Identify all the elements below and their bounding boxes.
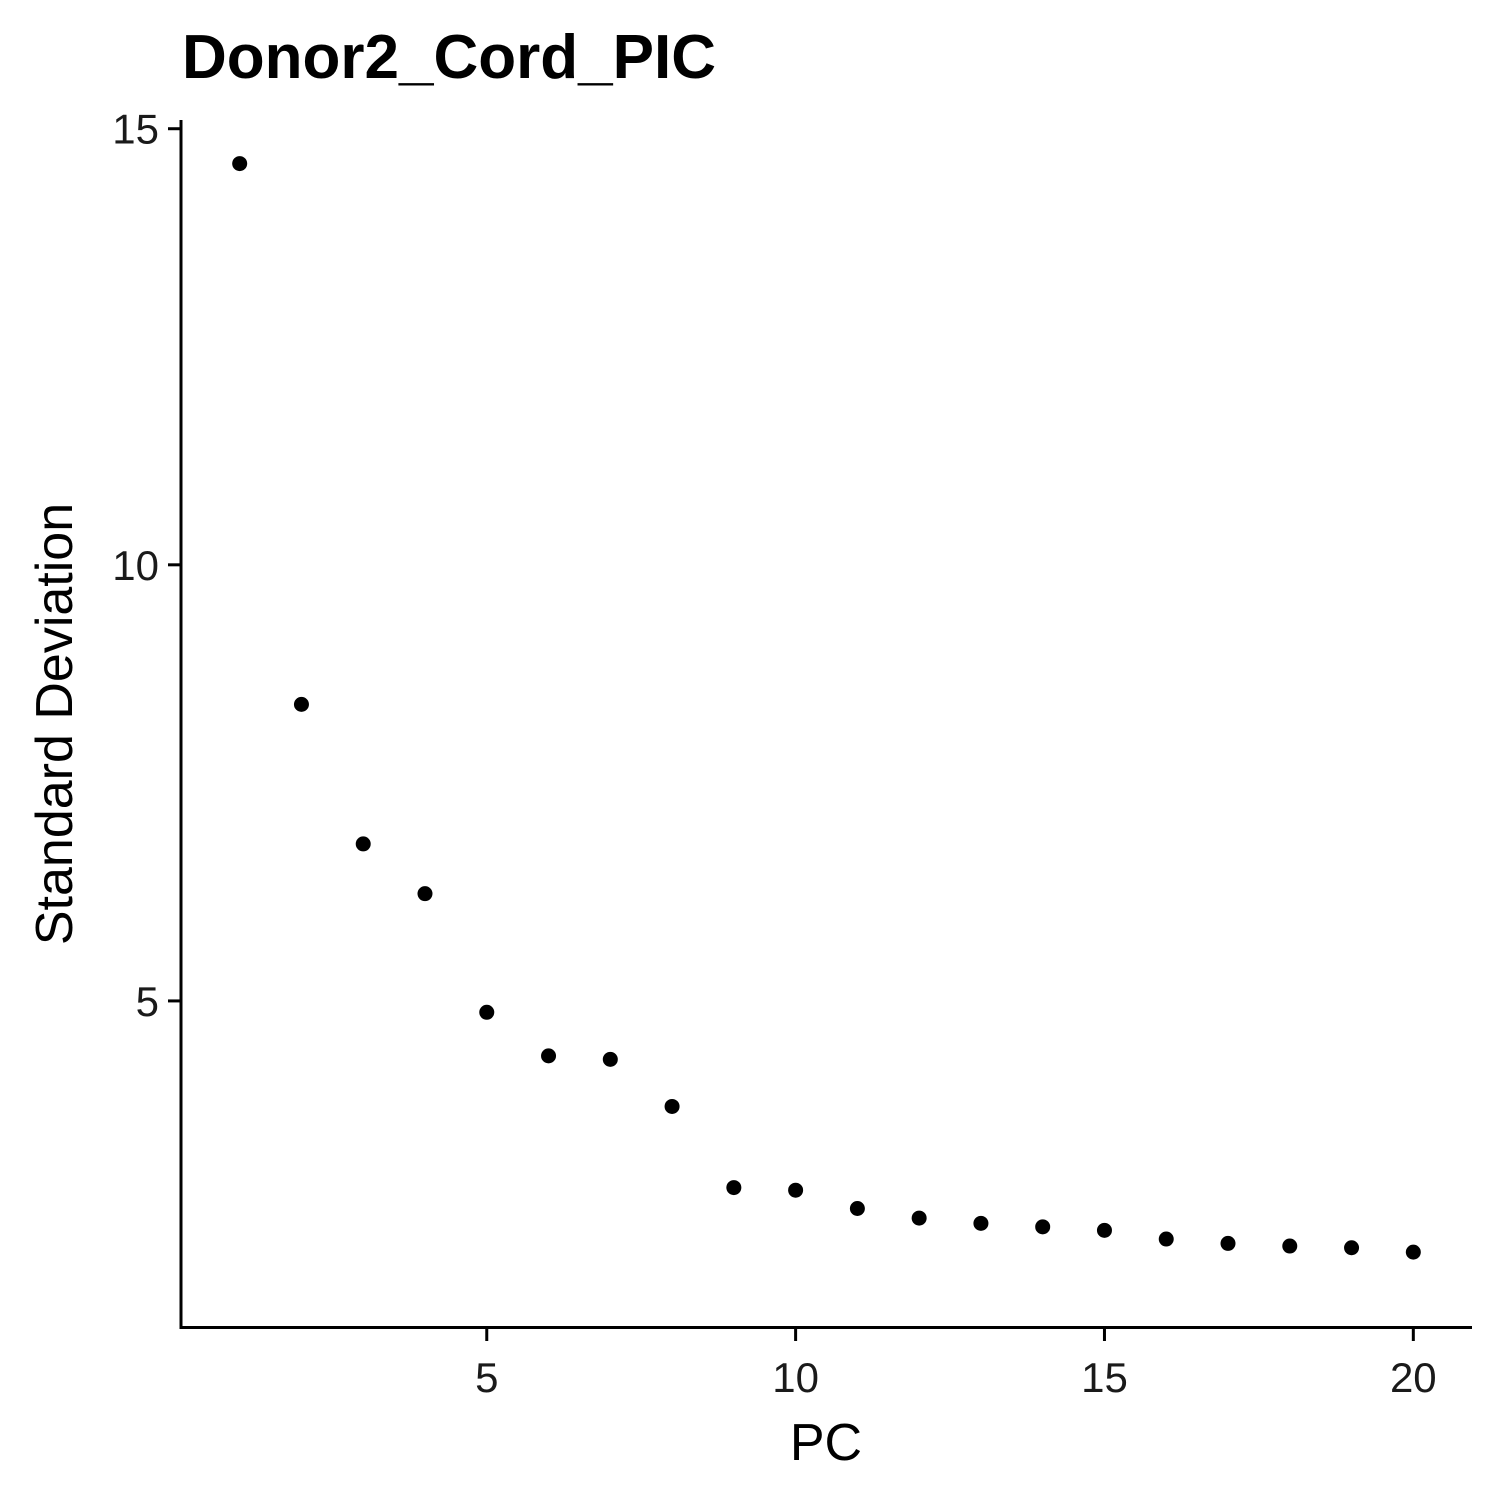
plot-area: 5 10 15 5 10 15 20 — [112, 106, 1472, 1401]
x-axis-label: PC — [790, 1414, 862, 1472]
data-point — [1035, 1219, 1051, 1235]
data-point — [849, 1201, 865, 1217]
data-point — [293, 696, 309, 712]
data-point — [541, 1048, 557, 1064]
y-tick-label: 10 — [112, 542, 159, 589]
data-point — [479, 1004, 495, 1020]
y-axis-ticks: 5 10 15 — [112, 106, 181, 1025]
data-point — [1282, 1238, 1298, 1254]
data-points — [232, 156, 1421, 1260]
data-point — [355, 836, 371, 852]
data-point — [1096, 1222, 1112, 1238]
x-tick-label: 20 — [1390, 1354, 1437, 1401]
data-point — [1405, 1244, 1421, 1260]
data-point — [973, 1215, 989, 1231]
y-tick-label: 15 — [112, 106, 159, 153]
data-point — [602, 1051, 618, 1067]
data-point — [232, 156, 248, 172]
data-point — [788, 1182, 804, 1198]
data-point — [1344, 1240, 1360, 1256]
data-point — [1220, 1235, 1236, 1251]
x-tick-label: 10 — [772, 1354, 819, 1401]
x-tick-label: 15 — [1081, 1354, 1128, 1401]
data-point — [726, 1180, 742, 1196]
y-tick-label: 5 — [136, 978, 159, 1025]
y-axis-label: Standard Deviation — [26, 503, 84, 945]
x-axis-ticks: 5 10 15 20 — [475, 1328, 1437, 1401]
x-tick-label: 5 — [475, 1354, 498, 1401]
chart-title: Donor2_Cord_PIC — [182, 23, 716, 92]
data-point — [911, 1210, 927, 1226]
data-point — [1158, 1231, 1174, 1247]
data-point — [664, 1098, 680, 1114]
data-point — [417, 886, 433, 902]
